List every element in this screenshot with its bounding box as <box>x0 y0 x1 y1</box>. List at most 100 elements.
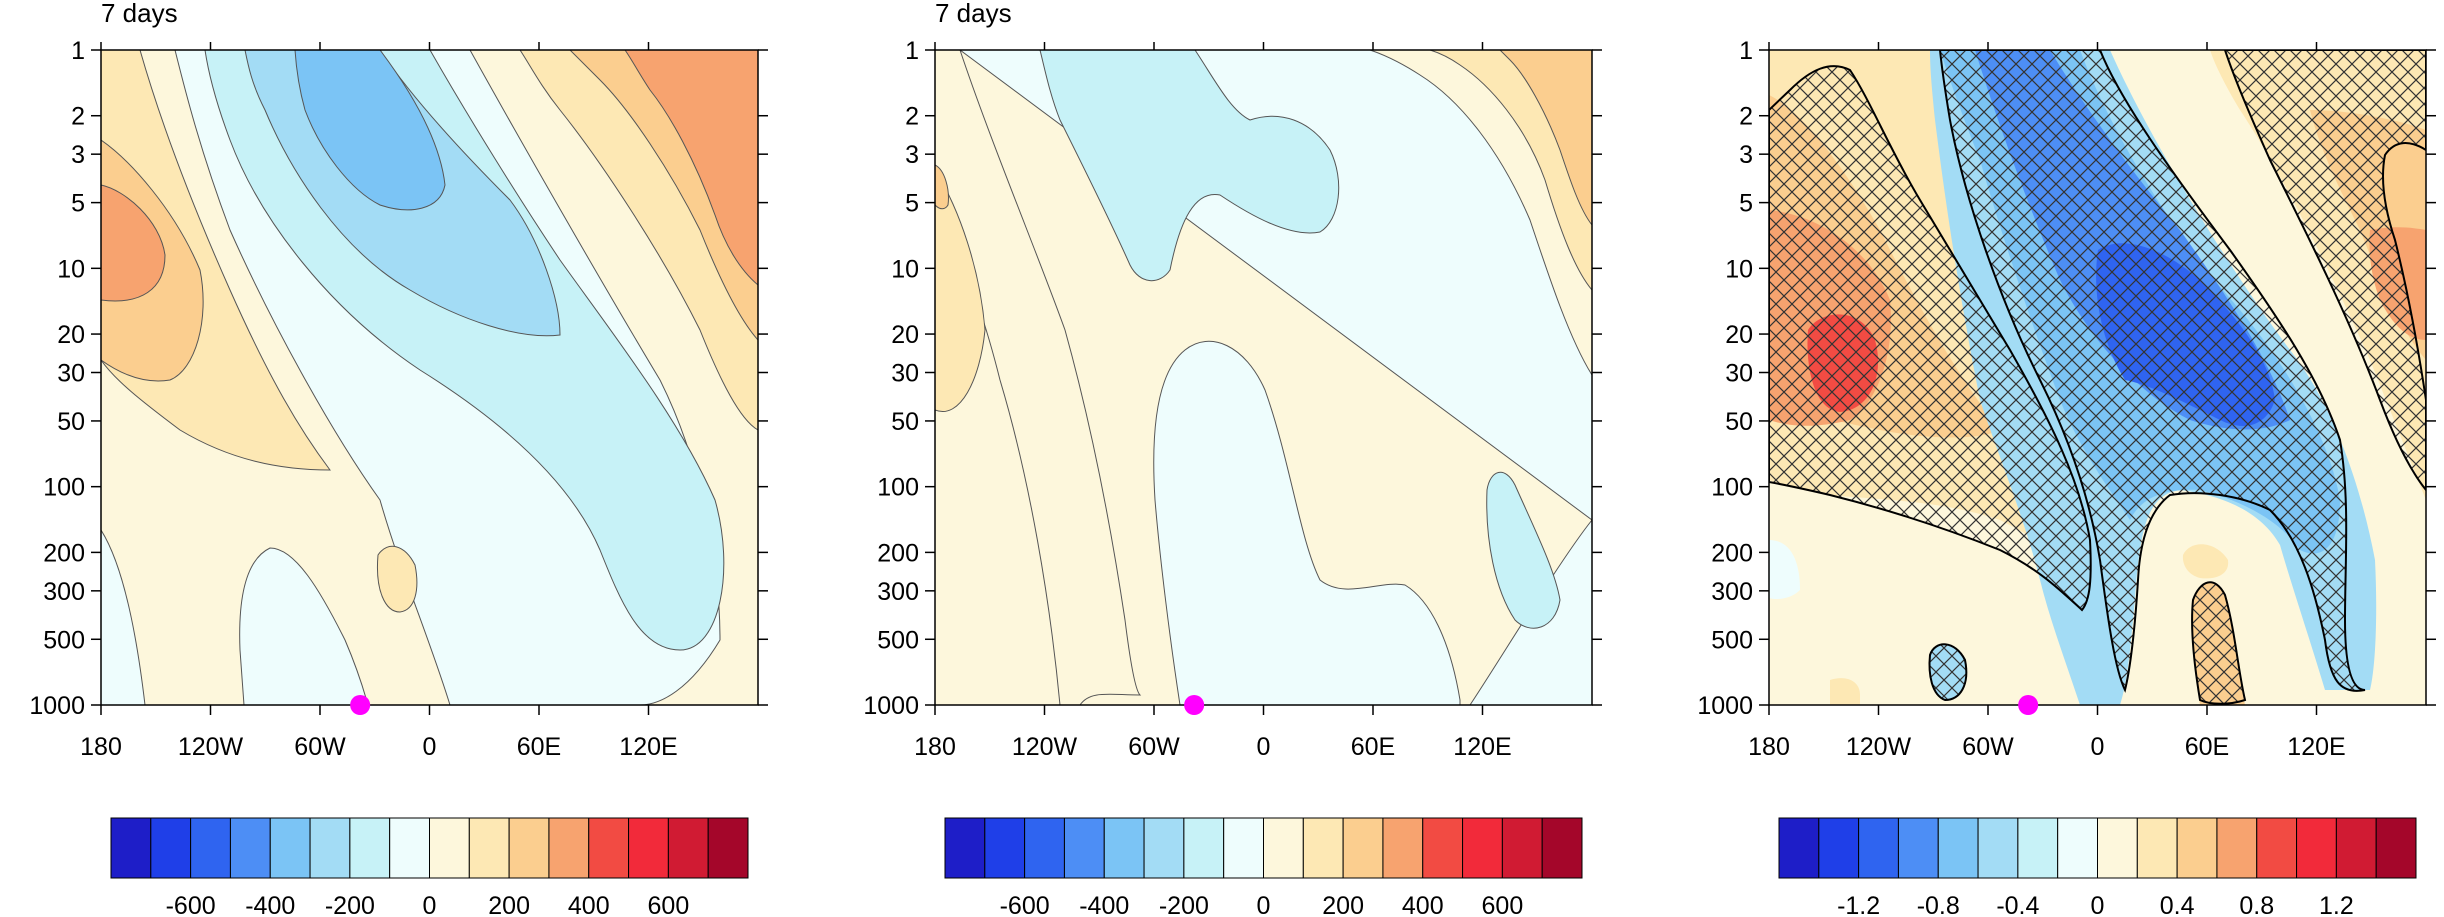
panel-2-y-axis: 1 2 3 5 10 20 30 50 100 200 300 500 1000 <box>863 37 1602 720</box>
colorbar-swatch <box>429 817 470 879</box>
panel-3-marker <box>2018 695 2039 715</box>
colorbar-label: 0 <box>1257 892 1271 917</box>
colorbar-swatch <box>2335 817 2377 879</box>
x-tick-label: 60W <box>1128 733 1180 761</box>
colorbar-swatch <box>150 817 192 879</box>
x-tick-label: 60W <box>1962 733 2014 761</box>
colorbar-swatch <box>1897 817 1939 879</box>
y-tick-label: 3 <box>905 141 919 169</box>
colorbar-swatch <box>1422 817 1464 879</box>
x-tick-label: 120W <box>178 733 244 761</box>
y-tick-label: 100 <box>43 474 85 502</box>
panel-3-x-axis: 180 120W 60W 0 60E 120E <box>1748 42 2346 761</box>
colorbar-label: -1.2 <box>1837 892 1880 917</box>
x-tick-label: 180 <box>1748 733 1790 761</box>
panel-3-y-axis: 1 2 3 5 10 20 30 50 100 200 300 500 1000 <box>1697 37 2436 720</box>
panel-1-y-axis: 1 2 3 5 10 20 30 50 100 200 300 500 1000 <box>29 37 768 720</box>
y-tick-label: 1000 <box>1697 692 1753 720</box>
y-tick-label: 30 <box>57 360 85 388</box>
colorbar-swatch <box>1024 817 1065 879</box>
colorbar-swatch <box>1462 817 1503 879</box>
y-tick-label: 2 <box>71 103 85 131</box>
panel-2: 7 days 180 120W 60W 0 60E 120E 1 2 3 5 10 20 30 50 10… <box>863 0 1602 761</box>
y-tick-label: 300 <box>43 578 85 606</box>
panel-1-marker <box>350 695 371 715</box>
colorbar-swatch <box>1063 817 1105 879</box>
colorbar-label: 600 <box>1482 892 1524 917</box>
x-tick-label: 120W <box>1012 733 1078 761</box>
x-tick-label: 60E <box>2185 733 2229 761</box>
colorbar-label: 200 <box>1322 892 1364 917</box>
colorbar-label: 200 <box>488 892 530 917</box>
colorbar-swatch <box>229 817 271 879</box>
colorbar-label: 0 <box>423 892 437 917</box>
y-tick-label: 500 <box>877 626 919 654</box>
colorbar-swatch <box>389 817 430 879</box>
colorbar-label: 1.2 <box>2319 892 2354 917</box>
colorbar-swatch <box>110 817 152 879</box>
colorbar-swatch <box>667 817 709 879</box>
colorbar-swatch <box>1263 817 1304 879</box>
colorbar-swatch <box>944 817 986 879</box>
colorbar-swatch <box>1818 817 1860 879</box>
y-tick-label: 10 <box>57 255 85 283</box>
colorbar-swatch <box>1977 817 2019 879</box>
colorbar-swatch <box>508 817 550 879</box>
panel-1-field <box>101 50 758 705</box>
x-tick-label: 60E <box>1351 733 1395 761</box>
colorbar-label: 400 <box>1402 892 1444 917</box>
y-tick-label: 300 <box>877 578 919 606</box>
y-tick-label: 500 <box>43 626 85 654</box>
colorbar-swatch <box>2176 817 2218 879</box>
colorbar-label: -200 <box>325 892 375 917</box>
colorbar-swatch <box>2296 817 2337 879</box>
colorbar-swatch <box>1143 817 1185 879</box>
y-tick-label: 1000 <box>29 692 85 720</box>
colorbar-swatch <box>1223 817 1264 879</box>
panel-2-title: 7 days <box>935 0 1012 28</box>
x-tick-label: 120E <box>2287 733 2345 761</box>
y-tick-label: 500 <box>1711 626 1753 654</box>
y-tick-label: 2 <box>1739 103 1753 131</box>
x-tick-label: 60W <box>294 733 346 761</box>
x-tick-label: 180 <box>80 733 122 761</box>
colorbar-swatch <box>2057 817 2098 879</box>
colorbar-swatch <box>2375 817 2417 879</box>
colorbar-swatch <box>2136 817 2178 879</box>
colorbar-swatch <box>1501 817 1543 879</box>
x-tick-label: 0 <box>2091 733 2105 761</box>
y-tick-label: 30 <box>891 360 919 388</box>
colorbar-swatch <box>1778 817 1820 879</box>
y-tick-label: 20 <box>891 321 919 349</box>
colorbar-swatch <box>1858 817 1899 879</box>
y-tick-label: 5 <box>1739 190 1753 218</box>
panel-1: 7 days 180 120W 60W 0 60E 120E 1 2 3 5 10 20 30 50 10… <box>29 0 768 761</box>
y-tick-label: 5 <box>71 190 85 218</box>
colorbar-swatch <box>190 817 231 879</box>
colorbar-swatch <box>2017 817 2059 879</box>
x-tick-label: 60E <box>517 733 561 761</box>
y-tick-label: 20 <box>57 321 85 349</box>
colorbar-swatch <box>1342 817 1384 879</box>
colorbar-2: -600 -400 -200 0 200 400 600 <box>944 817 1583 917</box>
colorbar-3: -1.2 -0.8 -0.4 0 0.4 0.8 1.2 <box>1778 817 2417 917</box>
colorbar-swatch <box>1541 817 1583 879</box>
colorbar-swatch <box>548 817 590 879</box>
colorbar-label: -0.8 <box>1917 892 1960 917</box>
colorbar-label: 0.4 <box>2160 892 2195 917</box>
colorbar-label: 400 <box>568 892 610 917</box>
y-tick-label: 30 <box>1725 360 1753 388</box>
x-tick-label: 180 <box>914 733 956 761</box>
colorbar-label: 600 <box>648 892 690 917</box>
x-tick-label: 120W <box>1846 733 1912 761</box>
y-tick-label: 1 <box>905 37 919 65</box>
panel-3: 180 120W 60W 0 60E 120E 1 2 3 5 10 20 30 50 100 200 300… <box>1697 37 2436 761</box>
colorbar-swatch <box>588 817 630 879</box>
colorbar-swatch <box>2216 817 2258 879</box>
y-tick-label: 5 <box>905 190 919 218</box>
colorbar-swatch <box>309 817 351 879</box>
y-tick-label: 20 <box>1725 321 1753 349</box>
x-tick-label: 0 <box>1257 733 1271 761</box>
colorbar-swatch <box>2256 817 2298 879</box>
